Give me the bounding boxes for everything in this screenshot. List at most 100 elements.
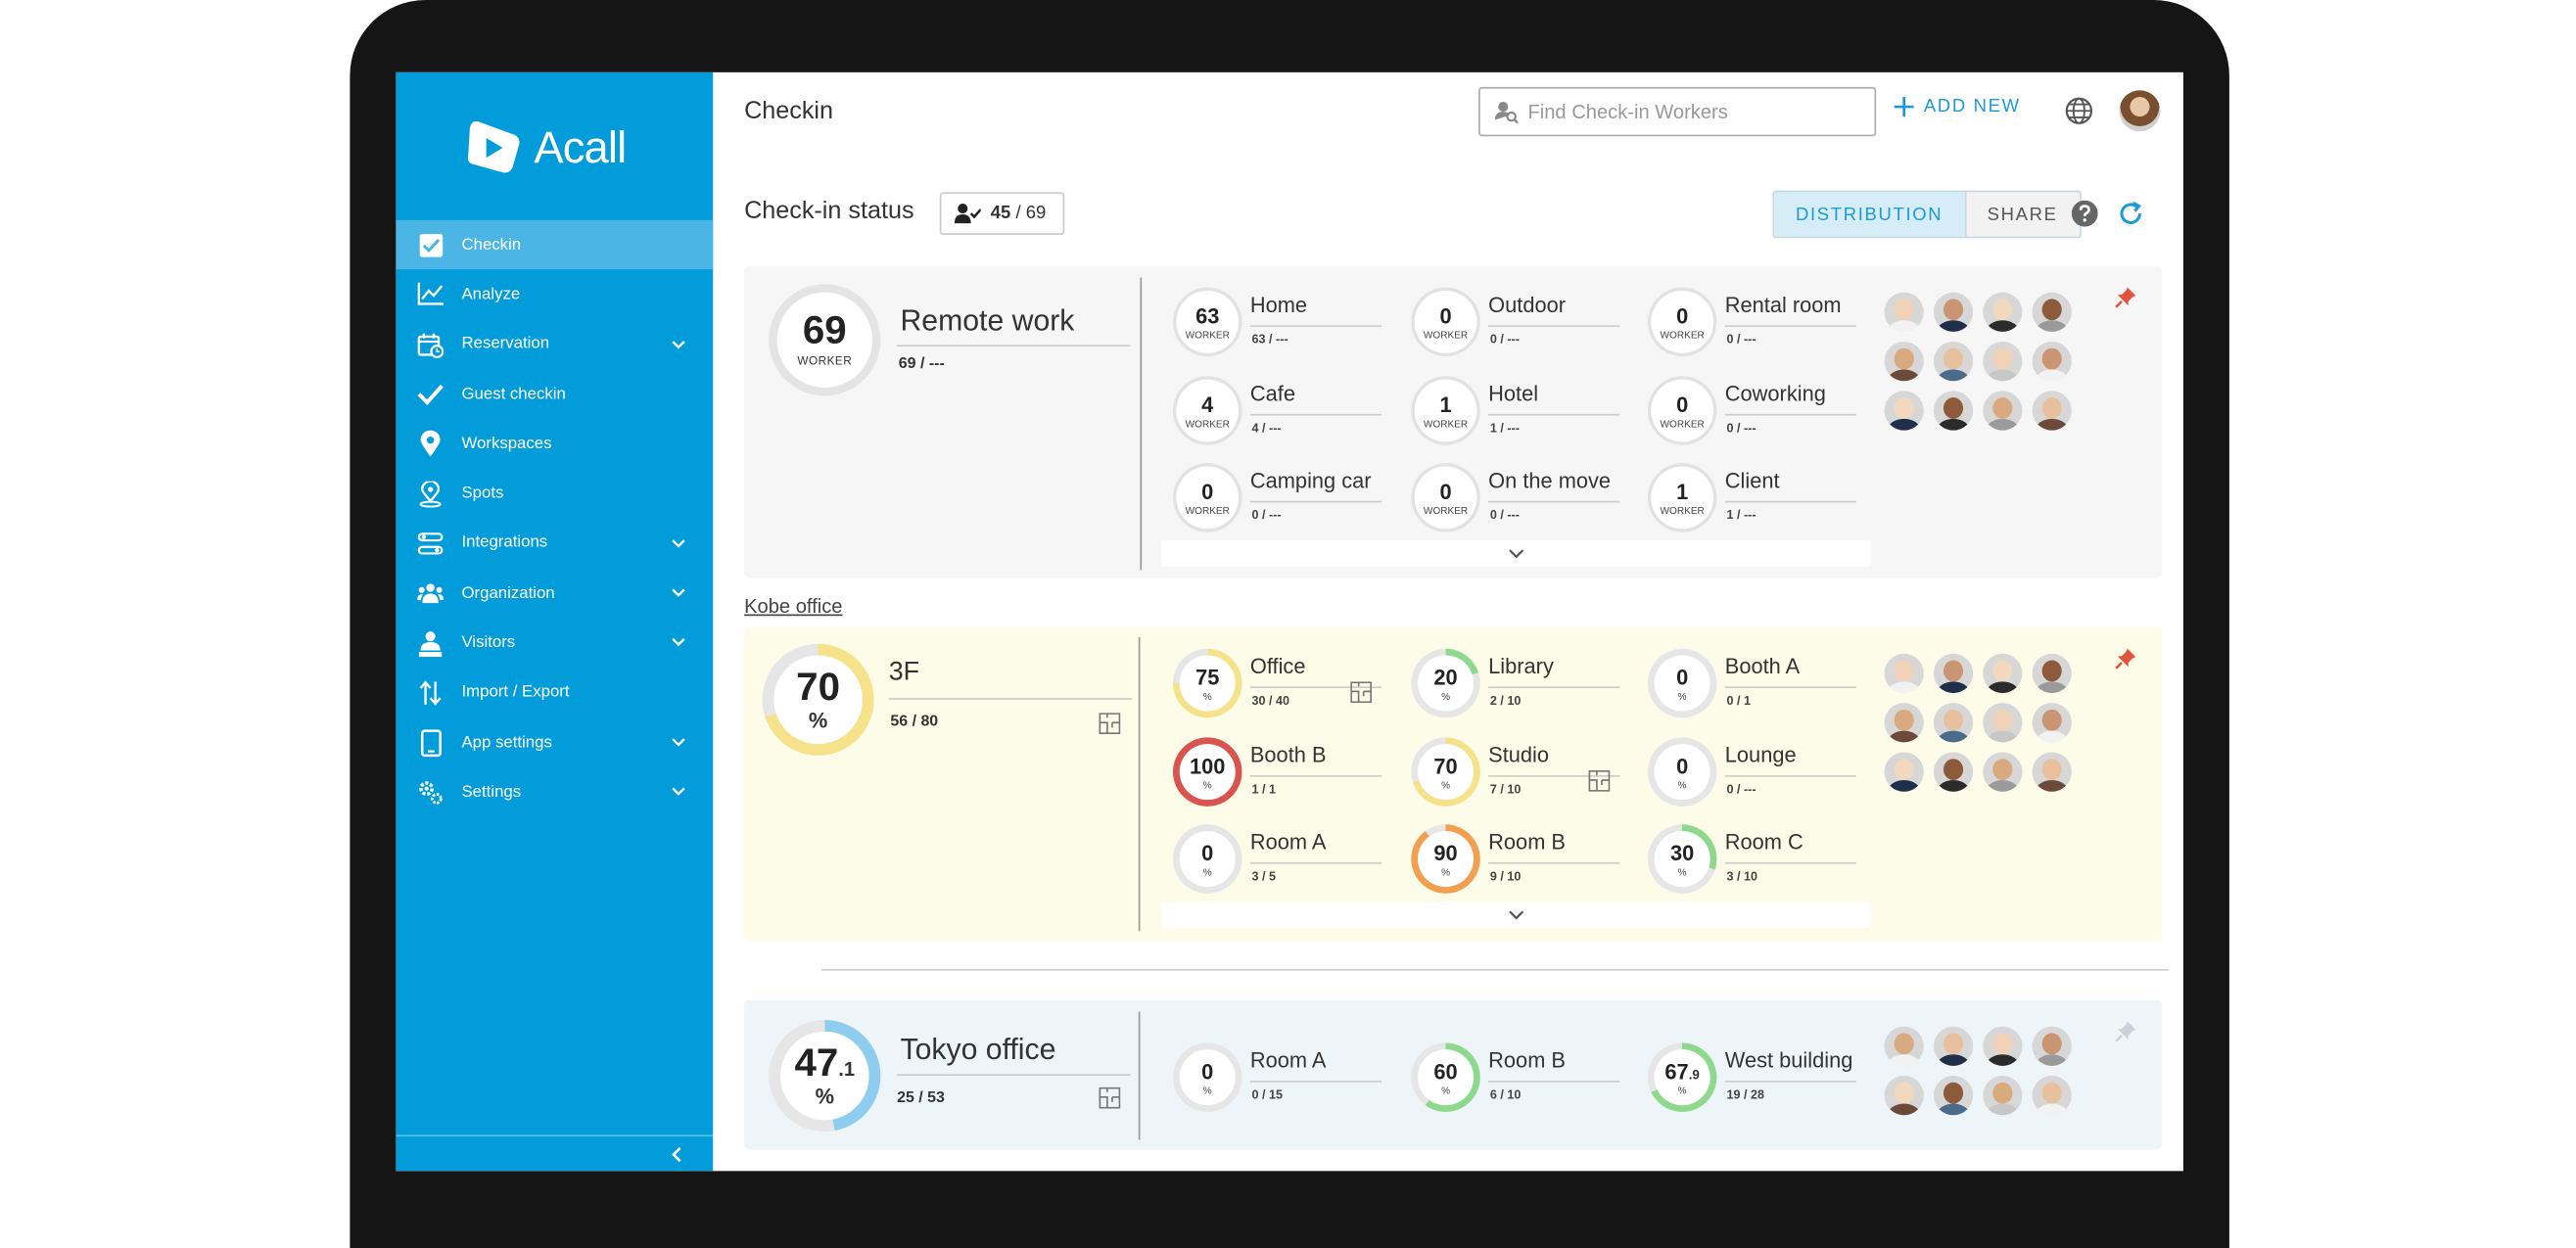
area-ring: 0 WORKER xyxy=(1647,287,1717,357)
sidebar-item-guest-checkin[interactable]: Guest checkin xyxy=(396,369,713,419)
sidebar-item-workspaces[interactable]: Workspaces xyxy=(396,419,713,469)
worker-avatar[interactable] xyxy=(1884,1026,1924,1066)
kobe-area-room-b[interactable]: 90% Room B 9 / 10 xyxy=(1411,824,1641,897)
remote-work-title: Remote work xyxy=(900,303,1075,337)
kobe-expand-button[interactable] xyxy=(1161,901,1872,929)
remote-area-cafe[interactable]: 4 WORKER Cafe 4 / --- xyxy=(1173,376,1403,448)
tokyo-area-room-b[interactable]: 60% Room B 6 / 10 xyxy=(1411,1042,1641,1115)
worker-avatar[interactable] xyxy=(2032,292,2072,332)
sidebar-item-label: App settings xyxy=(461,733,552,752)
sidebar-item-spots[interactable]: Spots xyxy=(396,469,713,519)
search-input[interactable]: Find Check-in Workers xyxy=(1478,86,1877,137)
worker-avatar[interactable] xyxy=(2032,703,2072,743)
kobe-area-studio[interactable]: 70% Studio 7 / 10 xyxy=(1411,737,1641,809)
area-count: 3 / 5 xyxy=(1251,868,1277,884)
remote-area-rental-room[interactable]: 0 WORKER Rental room 0 / --- xyxy=(1647,287,1878,360)
help-icon[interactable] xyxy=(2071,200,2098,227)
sidebar-item-organization[interactable]: Organization xyxy=(396,569,713,619)
sidebar-item-reservation[interactable]: Reservation xyxy=(396,320,713,370)
user-avatar[interactable] xyxy=(2119,90,2161,132)
remote-area-client[interactable]: 1 WORKER Client 1 / --- xyxy=(1647,463,1878,535)
remote-area-coworking[interactable]: 0 WORKER Coworking 0 / --- xyxy=(1647,376,1878,448)
sidebar-item-label: Visitors xyxy=(461,633,516,653)
worker-avatar[interactable] xyxy=(1933,391,1974,431)
worker-avatar[interactable] xyxy=(2032,342,2072,382)
remote-area-camping-car[interactable]: 0 WORKER Camping car 0 / --- xyxy=(1173,463,1403,535)
worker-avatar[interactable] xyxy=(1983,1026,2023,1066)
remote-expand-button[interactable] xyxy=(1161,540,1872,567)
remote-area-on-the-move[interactable]: 0 WORKER On the move 0 / --- xyxy=(1411,463,1641,535)
remote-area-hotel[interactable]: 1 WORKER Hotel 1 / --- xyxy=(1411,376,1641,448)
sidebar-collapse-button[interactable] xyxy=(396,1134,714,1171)
add-new-button[interactable]: ADD NEW xyxy=(1894,96,2021,116)
floor-plan-icon[interactable] xyxy=(1099,1086,1121,1109)
area-value: 0 xyxy=(1201,1058,1214,1084)
worker-avatar[interactable] xyxy=(1884,653,1924,694)
worker-avatar[interactable] xyxy=(1884,1076,1924,1116)
floor-plan-icon[interactable] xyxy=(1099,713,1121,735)
worker-avatar[interactable] xyxy=(1933,703,1974,743)
sidebar-item-settings[interactable]: Settings xyxy=(396,767,713,817)
kobe-area-library[interactable]: 20% Library 2 / 10 xyxy=(1411,648,1641,721)
sidebar-item-app-settings[interactable]: App settings xyxy=(396,717,713,767)
area-value: 70 xyxy=(1433,753,1458,778)
worker-avatar[interactable] xyxy=(1933,1076,1974,1116)
worker-avatar[interactable] xyxy=(1983,703,2023,743)
worker-avatar[interactable] xyxy=(2032,653,2072,694)
worker-avatar[interactable] xyxy=(1983,1076,2023,1116)
sidebar-item-visitors[interactable]: Visitors xyxy=(396,619,713,669)
worker-avatar[interactable] xyxy=(1933,653,1974,694)
search-placeholder: Find Check-in Workers xyxy=(1527,100,1728,123)
kobe-area-room-c[interactable]: 30% Room C 3 / 10 xyxy=(1647,824,1878,897)
kobe-office-link[interactable]: Kobe office xyxy=(744,594,843,618)
acall-logo[interactable]: Acall xyxy=(465,118,627,177)
pin-icon[interactable] xyxy=(2114,647,2136,670)
area-count: 0 / --- xyxy=(1489,331,1520,347)
kobe-area-booth-a[interactable]: 0% Booth A 0 / 1 xyxy=(1647,648,1878,721)
worker-avatar[interactable] xyxy=(1933,292,1974,332)
worker-avatar[interactable] xyxy=(1983,292,2023,332)
sidebar-item-integrations[interactable]: Integrations xyxy=(396,519,713,569)
kobe-area-booth-b[interactable]: 100% Booth B 1 / 1 xyxy=(1173,737,1403,809)
tokyo-area-room-a[interactable]: 0% Room A 0 / 15 xyxy=(1173,1042,1403,1115)
area-name: Room C xyxy=(1724,829,1803,855)
area-underline xyxy=(1249,325,1382,327)
sidebar-item-checkin[interactable]: Checkin xyxy=(396,219,714,270)
worker-avatar[interactable] xyxy=(1933,342,1974,382)
worker-avatar[interactable] xyxy=(1983,391,2023,431)
tab-distribution[interactable]: DISTRIBUTION xyxy=(1774,192,1965,237)
pin-icon[interactable] xyxy=(2114,286,2136,308)
worker-avatar[interactable] xyxy=(1983,653,2023,694)
worker-avatar[interactable] xyxy=(2032,391,2072,431)
pin-icon[interactable] xyxy=(2114,1020,2136,1042)
kobe-area-lounge[interactable]: 0% Lounge 0 / --- xyxy=(1647,737,1878,809)
remote-area-outdoor[interactable]: 0 WORKER Outdoor 0 / --- xyxy=(1411,287,1641,360)
worker-avatar[interactable] xyxy=(1884,703,1924,743)
worker-avatar[interactable] xyxy=(1983,342,2023,382)
sidebar-item-analyze[interactable]: Analyze xyxy=(396,270,713,320)
area-underline xyxy=(1488,1081,1620,1083)
area-count: 2 / 10 xyxy=(1489,693,1522,709)
sidebar-item-import-export[interactable]: Import / Export xyxy=(396,668,713,717)
globe-icon[interactable] xyxy=(2065,97,2093,125)
worker-avatar[interactable] xyxy=(1933,1026,1974,1066)
worker-avatar[interactable] xyxy=(2032,1076,2072,1116)
area-ring: 20% xyxy=(1411,648,1480,718)
floor-plan-icon[interactable] xyxy=(1588,769,1611,800)
floor-plan-icon[interactable] xyxy=(1350,681,1373,711)
worker-avatar[interactable] xyxy=(1933,752,1974,792)
worker-avatar[interactable] xyxy=(2032,752,2072,792)
refresh-icon[interactable] xyxy=(2118,201,2144,227)
kobe-area-room-a[interactable]: 0% Room A 3 / 5 xyxy=(1173,824,1403,897)
worker-avatar[interactable] xyxy=(1884,342,1924,382)
worker-avatar[interactable] xyxy=(1884,292,1924,332)
worker-avatar[interactable] xyxy=(1983,752,2023,792)
tokyo-area-west-building[interactable]: 67.9% West building 19 / 28 xyxy=(1647,1042,1878,1115)
remote-area-home[interactable]: 63 WORKER Home 63 / --- xyxy=(1173,287,1403,360)
worker-avatar[interactable] xyxy=(1884,752,1924,792)
remote-total-ring: 69 WORKER xyxy=(769,284,881,396)
kobe-area-office[interactable]: 75% Office 30 / 40 xyxy=(1173,648,1403,721)
worker-avatar[interactable] xyxy=(1884,391,1924,431)
tab-share[interactable]: SHARE xyxy=(1964,192,2080,237)
worker-avatar[interactable] xyxy=(2032,1026,2072,1066)
